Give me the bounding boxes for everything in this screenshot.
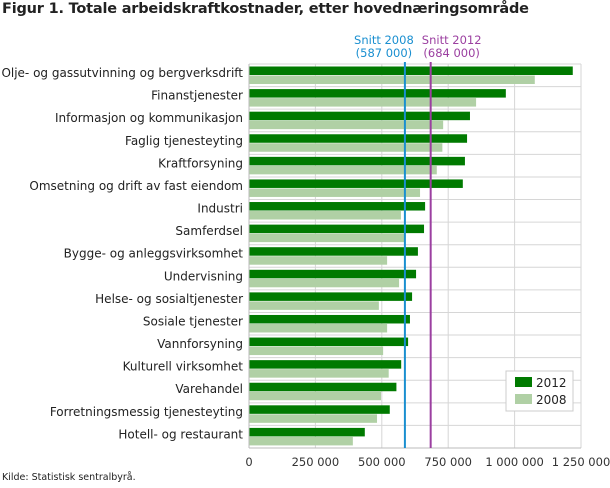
bar-2012 bbox=[249, 156, 465, 166]
bar-2008 bbox=[249, 436, 353, 446]
bar-2012 bbox=[249, 292, 413, 301]
category-label: Industri bbox=[197, 202, 243, 216]
bar-2008 bbox=[249, 346, 384, 356]
bar-2008 bbox=[249, 256, 388, 265]
legend-label: 2012 bbox=[536, 376, 567, 390]
bar-2012 bbox=[249, 269, 417, 279]
bar-2008 bbox=[249, 211, 401, 220]
bar-2008 bbox=[249, 143, 443, 152]
category-label: Sosiale tjenester bbox=[143, 314, 243, 328]
x-tick-label: 1 000 000 bbox=[485, 455, 544, 469]
legend-swatch-2008 bbox=[515, 394, 532, 404]
x-tick-label: 1 250 000 bbox=[552, 455, 610, 469]
bar-2012 bbox=[249, 202, 426, 211]
x-tick-label: 0 bbox=[245, 455, 252, 469]
bar-2008 bbox=[249, 188, 421, 197]
category-label: Bygge- og anleggsvirksomhet bbox=[64, 247, 244, 261]
bar-2008 bbox=[249, 120, 444, 130]
category-label: Forretningsmessig tjenesteyting bbox=[50, 405, 243, 419]
category-label: Varehandel bbox=[175, 382, 243, 396]
reference-line-label: Snitt 2008 bbox=[354, 33, 414, 47]
reference-line-label: Snitt 2012 bbox=[422, 33, 482, 47]
bar-2008 bbox=[249, 75, 535, 84]
bar-2012 bbox=[249, 247, 418, 256]
category-label: Finanstjenester bbox=[151, 89, 243, 103]
category-label: Samferdsel bbox=[175, 224, 243, 238]
source-note: Kilde: Statistisk sentralbyrå. bbox=[2, 472, 136, 483]
category-label: Helse- og sosialtjenester bbox=[95, 292, 243, 306]
bar-2012 bbox=[249, 179, 463, 188]
reference-line-value: (587 000) bbox=[356, 46, 413, 60]
x-tick-label: 500 000 bbox=[358, 455, 406, 469]
bar-2012 bbox=[249, 405, 390, 414]
bar-2012 bbox=[249, 427, 365, 437]
category-label: Kulturell virksomhet bbox=[123, 360, 244, 374]
category-label: Informasjon og kommunikasjon bbox=[55, 111, 243, 125]
bar-2012 bbox=[249, 337, 409, 347]
category-label: Hotell- og restaurant bbox=[118, 427, 243, 441]
category-label: Undervisning bbox=[164, 269, 243, 283]
category-label: Omsetning og drift av fast eiendom bbox=[29, 179, 243, 193]
bar-2012 bbox=[249, 66, 573, 75]
bar-2008 bbox=[249, 165, 437, 175]
category-label: Olje- og gassutvinning og bergverksdrift bbox=[1, 66, 243, 80]
bar-2008 bbox=[249, 369, 389, 378]
x-tick-label: 250 000 bbox=[292, 455, 340, 469]
bar-2008 bbox=[249, 323, 388, 333]
bar-2012 bbox=[249, 89, 506, 98]
bar-2008 bbox=[249, 414, 378, 423]
bar-2012 bbox=[249, 111, 470, 121]
bar-2008 bbox=[249, 301, 379, 310]
legend-label: 2008 bbox=[536, 393, 567, 407]
reference-line-value: (684 000) bbox=[423, 46, 480, 60]
bar-2012 bbox=[249, 134, 468, 143]
bar-2008 bbox=[249, 391, 382, 401]
x-tick-label: 750 000 bbox=[424, 455, 472, 469]
category-label: Vannforsyning bbox=[157, 337, 243, 351]
chart-title: Figur 1. Totale arbeidskraftkostnader, e… bbox=[2, 1, 529, 17]
bar-2008 bbox=[249, 278, 400, 288]
bar-2012 bbox=[249, 360, 402, 369]
legend-swatch-2012 bbox=[515, 377, 532, 387]
category-label: Kraftforsyning bbox=[158, 156, 243, 170]
bar-2012 bbox=[249, 224, 425, 234]
bar-2008 bbox=[249, 98, 477, 107]
bar-2008 bbox=[249, 233, 405, 243]
bar-2012 bbox=[249, 314, 410, 324]
category-label: Faglig tjenesteyting bbox=[125, 134, 243, 148]
bar-2012 bbox=[249, 382, 397, 392]
